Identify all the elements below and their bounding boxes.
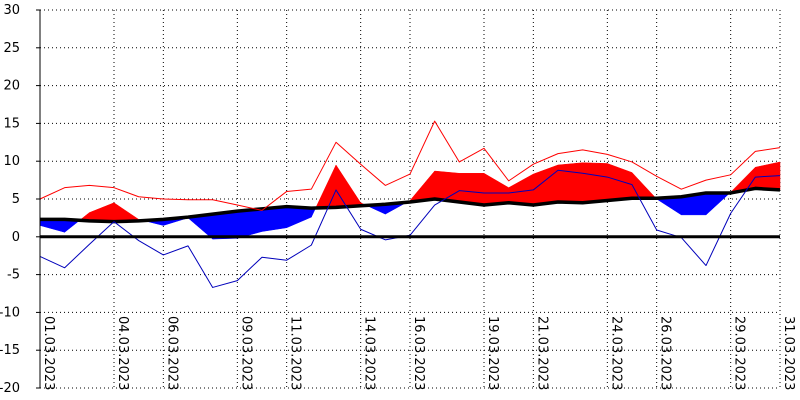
x-tick-labels: 01.03.2023 04.03.2023 06.03.2023 09.03.2023… bbox=[41, 316, 796, 390]
x-tick-label: 14.03.2023 bbox=[362, 316, 377, 390]
x-tick-label: 06.03.2023 bbox=[164, 316, 179, 390]
x-tick-label: 26.03.2023 bbox=[658, 316, 673, 390]
axes bbox=[36, 9, 780, 389]
x-tick-label: 09.03.2023 bbox=[238, 316, 253, 390]
series-line-min bbox=[39, 169, 781, 288]
x-tick-label: 11.03.2023 bbox=[288, 316, 303, 390]
y-tick-label: -10 bbox=[0, 305, 20, 320]
y-tick-labels: -20 -15 -10 -5 0 5 10 15 20 25 30 bbox=[0, 3, 20, 396]
anomaly-fill-segment bbox=[557, 162, 583, 204]
anomaly-fill-segment bbox=[261, 206, 287, 232]
y-tick-label: -5 bbox=[7, 268, 20, 283]
x-tick-label: 04.03.2023 bbox=[115, 316, 130, 390]
y-tick-label: -20 bbox=[0, 381, 20, 396]
y-tick-label: 15 bbox=[3, 116, 20, 131]
y-tick-label: 0 bbox=[12, 230, 20, 245]
x-tick-label: 24.03.2023 bbox=[608, 316, 623, 390]
anomaly-fill-segment bbox=[459, 173, 485, 206]
x-tick-label: 01.03.2023 bbox=[41, 316, 56, 390]
y-tick-label: -15 bbox=[0, 343, 20, 358]
y-tick-label: 5 bbox=[12, 192, 20, 207]
x-tick-label: 21.03.2023 bbox=[534, 316, 549, 390]
y-tick-label: 20 bbox=[3, 79, 20, 94]
x-tick-label: 19.03.2023 bbox=[485, 316, 500, 390]
y-tick-label: 10 bbox=[3, 154, 20, 169]
anomaly-fill-segment bbox=[582, 162, 608, 204]
x-tick-label: 31.03.2023 bbox=[781, 316, 796, 390]
series-line-normal bbox=[40, 186, 781, 224]
x-tick-label: 16.03.2023 bbox=[411, 316, 426, 390]
y-tick-label: 25 bbox=[3, 41, 20, 56]
y-tick-label: 30 bbox=[3, 3, 20, 18]
series-line-max bbox=[39, 120, 781, 211]
x-tick-label: 29.03.2023 bbox=[732, 316, 747, 390]
series-lines bbox=[39, 120, 781, 288]
